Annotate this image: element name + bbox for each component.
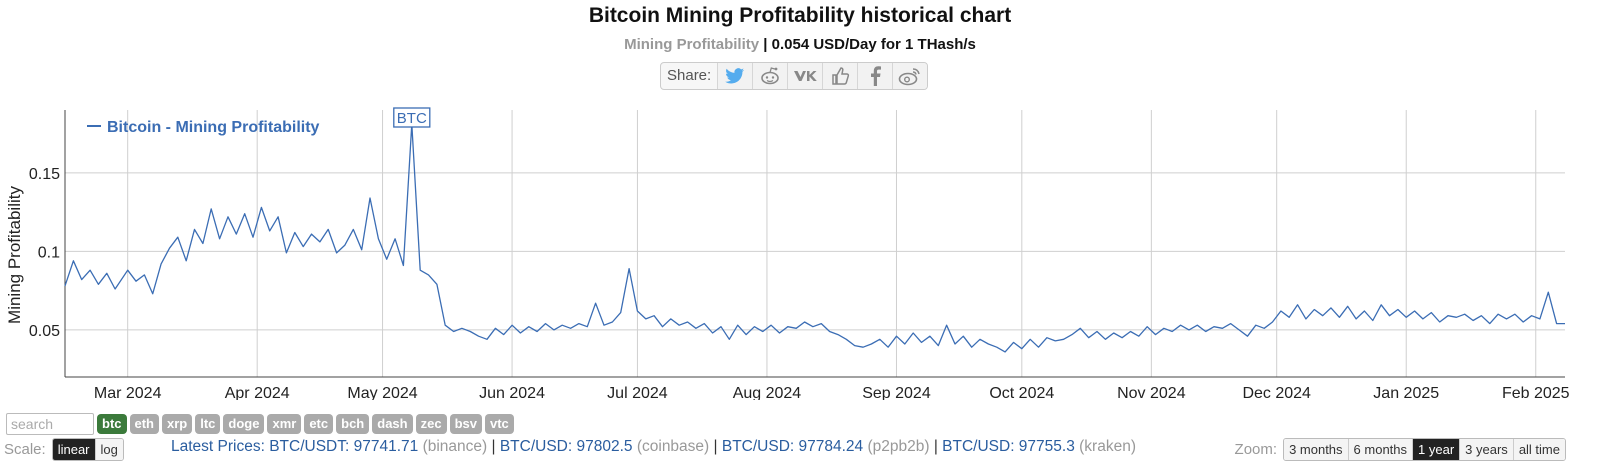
scale-toggle: linear log [51, 438, 124, 461]
scale-option-log[interactable]: log [94, 439, 123, 460]
coin-button-bsv[interactable]: bsv [449, 414, 482, 434]
price-exchange: (coinbase) [632, 438, 710, 455]
x-tick-label: Jul 2024 [607, 385, 668, 400]
price-pair-link[interactable]: BTC/USDT: 97741.71 [269, 438, 419, 455]
coin-button-etc[interactable]: etc [304, 414, 334, 434]
x-tick-label: Jun 2024 [479, 385, 545, 400]
zoom-option-1-year[interactable]: 1 year [1412, 439, 1460, 460]
x-tick-label: Apr 2024 [225, 385, 290, 400]
x-tick-label: Oct 2024 [989, 385, 1054, 400]
chart-title: Bitcoin Mining Profitability historical … [588, 4, 1012, 27]
y-tick-label: 0.05 [29, 323, 60, 340]
chart-annotation[interactable]: BTC [393, 107, 431, 128]
chart-subtitle: Mining Profitability | 0.054 USD/Day for… [0, 36, 1600, 53]
annotation-flag [393, 107, 431, 128]
zoom-option-3-months[interactable]: 3 months [1284, 439, 1348, 460]
price-pair-link[interactable]: BTC/USD: 97755.3 [942, 438, 1075, 455]
coin-search-input[interactable] [6, 413, 94, 435]
chart-legend[interactable]: Bitcoin - Mining Profitability [87, 119, 320, 136]
scale-label: Scale: [4, 441, 46, 458]
subtitle-value: | 0.054 USD/Day for 1 THash/s [763, 36, 976, 53]
x-tick-label: Sep 2024 [862, 385, 931, 400]
scale-control: Scale: linear log [4, 438, 124, 461]
reddit-icon[interactable] [752, 63, 788, 89]
x-tick-label: May 2024 [347, 385, 417, 400]
coin-button-bch[interactable]: bch [336, 414, 370, 434]
series-line-bitcoin [64, 123, 1565, 353]
zoom-option-3-years[interactable]: 3 years [1459, 439, 1513, 460]
series-line-layer [64, 123, 1565, 353]
x-tick-label: Jan 2025 [1373, 385, 1439, 400]
zoom-toggle: 3 months 6 months 1 year 3 years all time [1283, 438, 1566, 461]
chart-gridlines [65, 110, 1565, 377]
chart-axes: 0.05 0.1 0.15 Mar 2024 Apr 2024 May 2024 Jun 2… [29, 110, 1570, 400]
x-tick-label: Mar 2024 [94, 385, 162, 400]
price-separator: | [929, 438, 943, 455]
coin-button-vtc[interactable]: vtc [484, 414, 514, 434]
x-tick-label: Aug 2024 [733, 385, 802, 400]
price-exchange: (kraken) [1074, 438, 1136, 455]
like-icon[interactable] [822, 63, 858, 89]
coin-list: btc eth xrp ltc doge xmr etc bch dash zec bsv vtc [97, 414, 514, 434]
twitter-icon[interactable] [717, 63, 753, 89]
zoom-label: Zoom: [1234, 441, 1278, 458]
x-tick-label: Dec 2024 [1242, 385, 1311, 400]
weibo-icon[interactable] [892, 63, 928, 89]
price-exchange: (p2pb2b) [863, 438, 930, 455]
coin-button-zec[interactable]: zec [415, 414, 447, 434]
latest-prices: Latest Prices: BTC/USDT: 97741.71 (binan… [171, 438, 1136, 456]
latest-prices-label: Latest Prices: [171, 438, 265, 455]
coin-button-doge[interactable]: doge [223, 414, 265, 434]
coin-button-btc[interactable]: btc [97, 414, 127, 434]
share-bar: Share: [660, 62, 929, 90]
y-tick-label: 0.1 [38, 244, 60, 261]
coin-button-eth[interactable]: eth [129, 414, 159, 434]
x-tick-label: Nov 2024 [1117, 385, 1186, 400]
annotation-label: BTC [397, 110, 427, 127]
legend-label: Bitcoin - Mining Profitability [107, 119, 320, 136]
scale-option-linear[interactable]: linear [52, 439, 95, 460]
coin-button-ltc[interactable]: ltc [195, 414, 221, 434]
facebook-icon[interactable] [857, 63, 893, 89]
price-pair-link[interactable]: BTC/USD: 97802.5 [499, 438, 633, 455]
zoom-control: Zoom: 3 months 6 months 1 year 3 years all t… [1235, 438, 1566, 461]
share-label: Share: [667, 67, 712, 84]
price-exchange: (binance) [418, 438, 488, 455]
zoom-option-6-months[interactable]: 6 months [1347, 439, 1413, 460]
coin-button-xmr[interactable]: xmr [267, 414, 302, 434]
subtitle-metric: Mining Profitability [624, 36, 760, 53]
coin-button-xrp[interactable]: xrp [162, 414, 193, 434]
x-tick-label: Feb 2025 [1502, 385, 1570, 400]
price-separator: | [709, 438, 722, 455]
price-pair-link[interactable]: BTC/USD: 97784.24 [721, 438, 864, 455]
profitability-chart[interactable]: 0.05 0.1 0.15 Mar 2024 Apr 2024 May 2024 Jun 2… [0, 100, 1600, 400]
zoom-option-all-time[interactable]: all time [1512, 439, 1565, 460]
y-axis-label: Mining Profitability [5, 186, 24, 324]
price-separator: | [487, 438, 500, 455]
coin-button-dash[interactable]: dash [372, 414, 413, 434]
vk-icon[interactable] [787, 63, 823, 89]
y-tick-label: 0.15 [29, 166, 60, 183]
